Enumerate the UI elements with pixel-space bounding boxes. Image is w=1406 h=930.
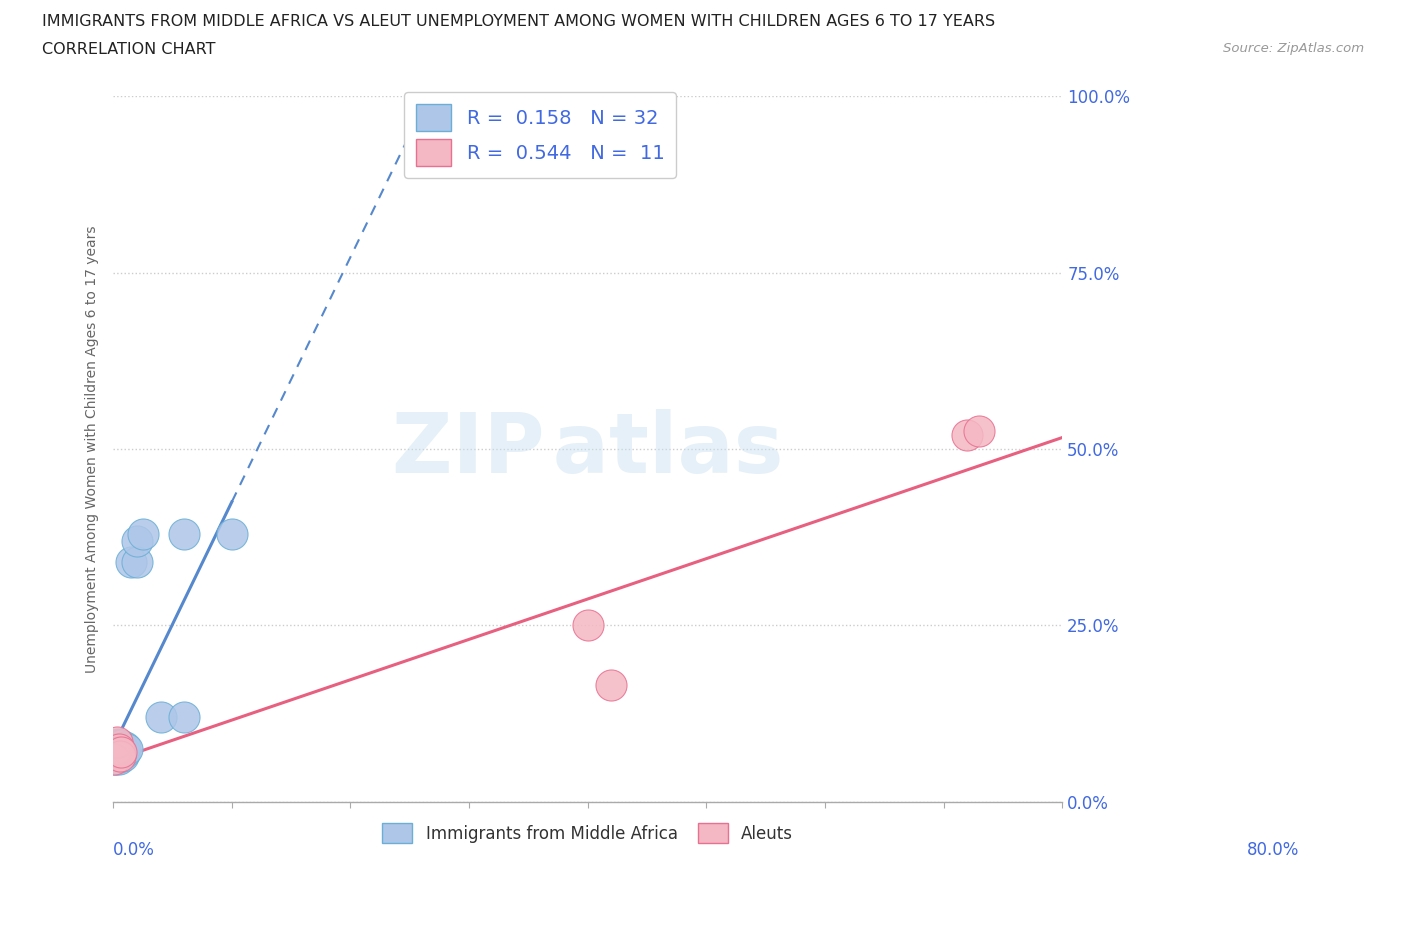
Point (125, 534, 148, 549)
Point (117, 741, 139, 756)
Legend: Immigrants from Middle Africa, Aleuts: Immigrants from Middle Africa, Aleuts (375, 817, 800, 850)
Point (104, 752, 127, 767)
Text: ZIP atlas: ZIP atlas (392, 408, 783, 489)
Point (111, 749, 134, 764)
Point (125, 554, 148, 569)
Point (600, 678, 623, 693)
Point (969, 424, 991, 439)
Point (114, 745, 136, 760)
Point (173, 526, 195, 541)
Point (103, 752, 125, 767)
Point (110, 749, 132, 764)
Point (107, 741, 129, 756)
Point (110, 749, 132, 764)
Point (108, 741, 131, 756)
Point (105, 749, 128, 764)
Point (132, 526, 155, 541)
Text: IMMIGRANTS FROM MIDDLE AFRICA VS ALEUT UNEMPLOYMENT AMONG WOMEN WITH CHILDREN AG: IMMIGRANTS FROM MIDDLE AFRICA VS ALEUT U… (42, 14, 995, 29)
Point (110, 745, 132, 760)
Point (108, 752, 131, 767)
Point (110, 741, 132, 756)
Point (110, 744, 132, 759)
Point (107, 737, 129, 751)
Point (105, 737, 128, 752)
Text: CORRELATION CHART: CORRELATION CHART (42, 42, 215, 57)
Point (110, 737, 132, 752)
Point (110, 749, 132, 764)
Point (103, 741, 125, 756)
Point (107, 749, 129, 764)
Y-axis label: Unemployment Among Women with Children Ages 6 to 17 years: Unemployment Among Women with Children A… (86, 225, 100, 673)
Point (104, 745, 127, 760)
Point (221, 526, 243, 541)
Point (105, 741, 128, 756)
Point (103, 752, 125, 767)
Text: Source: ZipAtlas.com: Source: ZipAtlas.com (1223, 42, 1364, 55)
Point (173, 710, 195, 724)
Point (956, 428, 979, 443)
Point (107, 745, 129, 760)
Point (120, 554, 142, 569)
Point (108, 737, 131, 752)
Point (112, 744, 135, 759)
Point (105, 735, 128, 750)
Point (576, 618, 599, 633)
Text: 80.0%: 80.0% (1247, 841, 1299, 858)
Point (108, 745, 131, 760)
Point (114, 739, 136, 754)
Point (104, 741, 127, 756)
Point (111, 741, 134, 756)
Text: 0.0%: 0.0% (114, 841, 155, 858)
Point (149, 710, 172, 724)
